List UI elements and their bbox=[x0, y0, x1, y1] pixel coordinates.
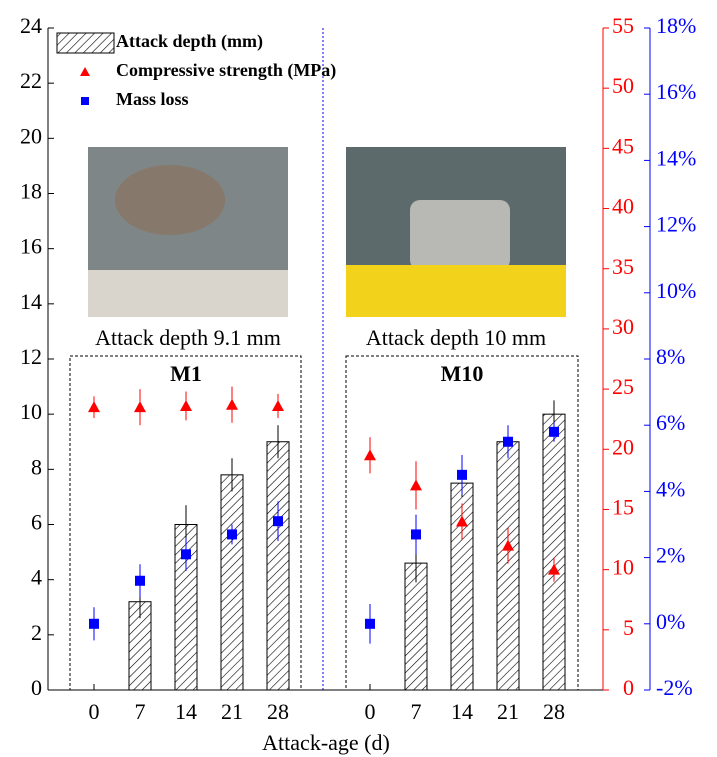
y-tick-label: 4 bbox=[31, 565, 42, 590]
y2-tick-label: 55 bbox=[612, 13, 634, 38]
x-tick-label: 0 bbox=[365, 699, 376, 724]
y3-tick-label: 6% bbox=[656, 410, 685, 435]
group-label: M10 bbox=[441, 361, 484, 386]
legend-swatch bbox=[81, 97, 89, 105]
y2-tick-label: 35 bbox=[612, 254, 634, 279]
bar bbox=[221, 475, 243, 690]
y3-tick-label: 8% bbox=[656, 344, 685, 369]
y3-tick-label: -2% bbox=[656, 675, 693, 700]
bar bbox=[497, 442, 519, 690]
annotation: Attack depth 10 mm bbox=[366, 325, 546, 350]
y2-tick-label: 0 bbox=[623, 675, 634, 700]
y2-tick-label: 45 bbox=[612, 133, 634, 158]
marker bbox=[181, 549, 191, 559]
marker bbox=[549, 427, 559, 437]
legend-swatch bbox=[57, 33, 114, 53]
marker bbox=[411, 529, 421, 539]
y3-tick-label: 2% bbox=[656, 543, 685, 568]
legend-label: Mass loss bbox=[116, 89, 189, 109]
y2-tick-label: 15 bbox=[612, 495, 634, 520]
marker bbox=[227, 529, 237, 539]
y3-tick-label: 10% bbox=[656, 278, 696, 303]
y-tick-label: 14 bbox=[20, 289, 42, 314]
y2-tick-label: 10 bbox=[612, 555, 634, 580]
y2-tick-label: 25 bbox=[612, 374, 634, 399]
y-tick-label: 2 bbox=[31, 620, 42, 645]
legend-label: Compressive strength (MPa) bbox=[116, 60, 336, 81]
y-tick-label: 20 bbox=[20, 123, 42, 148]
y2-tick-label: 5 bbox=[623, 615, 634, 640]
y-tick-label: 22 bbox=[20, 68, 42, 93]
x-tick-label: 28 bbox=[267, 699, 289, 724]
annotation: Attack depth 9.1 mm bbox=[95, 325, 281, 350]
background bbox=[0, 0, 717, 757]
x-tick-label: 21 bbox=[221, 699, 243, 724]
y2-tick-label: 20 bbox=[612, 434, 634, 459]
x-tick-label: 28 bbox=[543, 699, 565, 724]
y-tick-label: 8 bbox=[31, 454, 42, 479]
marker bbox=[135, 576, 145, 586]
y3-tick-label: 16% bbox=[656, 79, 696, 104]
x-tick-label: 0 bbox=[89, 699, 100, 724]
y2-tick-label: 30 bbox=[612, 314, 634, 339]
x-tick-label: 14 bbox=[175, 699, 197, 724]
marker bbox=[89, 619, 99, 629]
y-tick-label: 12 bbox=[20, 344, 42, 369]
y3-tick-label: 0% bbox=[656, 609, 685, 634]
y3-tick-label: 12% bbox=[656, 212, 696, 237]
y-tick-label: 10 bbox=[20, 399, 42, 424]
x-tick-label: 7 bbox=[135, 699, 146, 724]
y2-tick-label: 50 bbox=[612, 73, 634, 98]
y-tick-label: 6 bbox=[31, 510, 42, 535]
photo-m10 bbox=[346, 147, 566, 317]
y2-tick-label: 40 bbox=[612, 194, 634, 219]
x-tick-label: 14 bbox=[451, 699, 473, 724]
y-tick-label: 0 bbox=[31, 675, 42, 700]
group-label: M1 bbox=[170, 361, 202, 386]
chart: Attack depth 9.1 mm Attack depth 10 mm M… bbox=[0, 0, 717, 757]
x-tick-label: 21 bbox=[497, 699, 519, 724]
x-tick-label: 7 bbox=[411, 699, 422, 724]
bar bbox=[543, 414, 565, 690]
photo-m1 bbox=[88, 147, 288, 317]
legend-label: Attack depth (mm) bbox=[116, 31, 263, 52]
marker bbox=[503, 437, 513, 447]
y-tick-label: 18 bbox=[20, 179, 42, 204]
marker bbox=[457, 470, 467, 480]
y-tick-label: 24 bbox=[20, 13, 42, 38]
x-axis-label: Attack-age (d) bbox=[262, 730, 390, 755]
y3-tick-label: 18% bbox=[656, 13, 696, 38]
bar bbox=[267, 442, 289, 690]
y3-tick-label: 4% bbox=[656, 476, 685, 501]
y3-tick-label: 14% bbox=[656, 145, 696, 170]
marker bbox=[365, 619, 375, 629]
marker bbox=[273, 516, 283, 526]
y-tick-label: 16 bbox=[20, 234, 42, 259]
